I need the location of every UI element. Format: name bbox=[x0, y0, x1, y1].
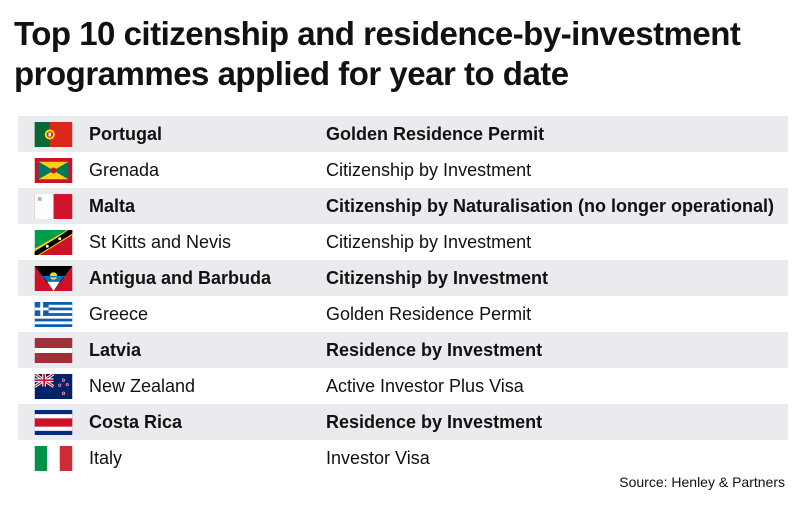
st-kitts-and-nevis-flag-icon bbox=[34, 229, 73, 255]
page-title: Top 10 citizenship and residence-by-inve… bbox=[14, 15, 741, 92]
table-row: St Kitts and Nevis Citizenship by Invest… bbox=[18, 224, 788, 260]
country-name: Antigua and Barbuda bbox=[89, 267, 272, 288]
programme-name: Residence by Investment bbox=[326, 411, 543, 432]
programme-name: Citizenship by Investment bbox=[326, 231, 532, 252]
programmes-table: Portugal Golden Residence Permit Grenada… bbox=[18, 116, 788, 476]
country-name: Costa Rica bbox=[89, 411, 183, 432]
country-name: Greece bbox=[89, 303, 149, 324]
programme-name: Citizenship by Naturalisation (no longer… bbox=[326, 195, 775, 216]
table-row: Antigua and Barbuda Citizenship by Inves… bbox=[18, 260, 788, 296]
grenada-flag-icon bbox=[34, 157, 73, 183]
programme-name: Golden Residence Permit bbox=[326, 303, 532, 324]
country-name: Malta bbox=[89, 195, 136, 216]
italy-flag-icon bbox=[34, 445, 73, 471]
table-row: Grenada Citizenship by Investment bbox=[18, 152, 788, 188]
country-name: Grenada bbox=[89, 159, 160, 180]
programme-name: Investor Visa bbox=[326, 447, 430, 468]
country-name: Portugal bbox=[89, 123, 163, 144]
table-row: Costa Rica Residence by Investment bbox=[18, 404, 788, 440]
programme-name: Residence by Investment bbox=[326, 339, 543, 360]
programme-name: Golden Residence Permit bbox=[326, 123, 545, 144]
programme-name: Citizenship by Investment bbox=[326, 267, 549, 288]
costa-rica-flag-icon bbox=[34, 409, 73, 435]
table-row: Greece Golden Residence Permit bbox=[18, 296, 788, 332]
table-row: Latvia Residence by Investment bbox=[18, 332, 788, 368]
programme-name: Citizenship by Investment bbox=[326, 159, 532, 180]
latvia-flag-icon bbox=[34, 337, 73, 363]
country-name: New Zealand bbox=[89, 375, 196, 396]
portugal-flag-icon bbox=[34, 121, 73, 147]
table-row: Malta Citizenship by Naturalisation (no … bbox=[18, 188, 788, 224]
table-row: New Zealand Active Investor Plus Visa bbox=[18, 368, 788, 404]
programme-name: Active Investor Plus Visa bbox=[326, 375, 524, 396]
country-name: St Kitts and Nevis bbox=[89, 231, 232, 252]
table-row: Portugal Golden Residence Permit bbox=[18, 116, 788, 152]
malta-flag-icon bbox=[34, 193, 73, 219]
greece-flag-icon bbox=[34, 301, 73, 327]
country-name: Italy bbox=[89, 447, 123, 468]
source-note: Source: Henley & Partners bbox=[619, 474, 785, 490]
antigua-and-barbuda-flag-icon bbox=[34, 265, 73, 291]
table-row: Italy Investor Visa bbox=[18, 440, 788, 476]
new-zealand-flag-icon bbox=[33, 373, 73, 399]
country-name: Latvia bbox=[89, 339, 142, 360]
